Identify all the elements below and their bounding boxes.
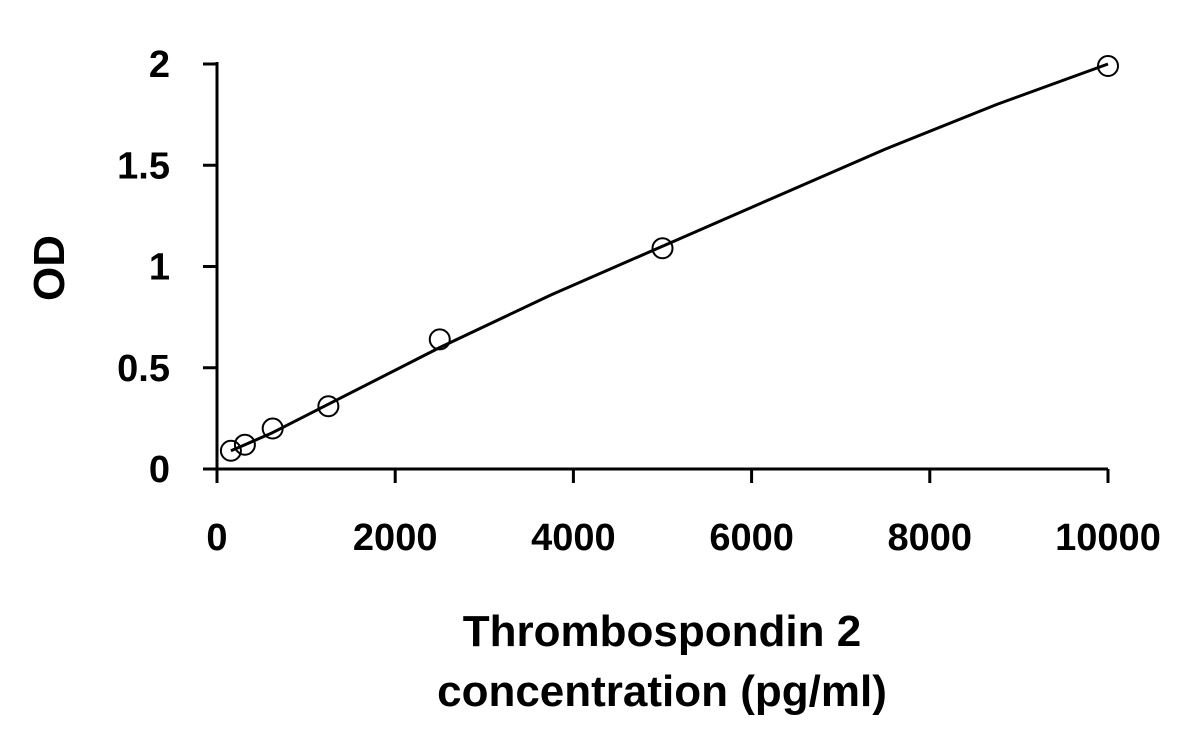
x-tick-label: 8000	[888, 517, 973, 559]
x-tick-label: 10000	[1055, 517, 1161, 559]
y-axis-title: OD	[25, 235, 74, 301]
fit-curve-layer	[230, 62, 1109, 453]
data-point	[651, 237, 674, 260]
data-point	[233, 433, 256, 456]
data-point	[261, 417, 284, 440]
y-tick-label: 0	[149, 449, 170, 491]
fit-curve	[230, 62, 1109, 453]
y-tick-label: 1	[149, 247, 170, 289]
x-axis-title-line-2: concentration (pg/ml)	[437, 667, 887, 716]
data-points-layer	[219, 55, 1119, 462]
x-axis-ticks: 0 2000 4000 6000 8000 10000	[206, 469, 1161, 559]
x-tick-label: 6000	[709, 517, 794, 559]
x-tick-label: 4000	[531, 517, 616, 559]
data-point	[1097, 55, 1119, 78]
x-tick-label: 2000	[353, 517, 438, 559]
x-tick-label: 0	[206, 517, 227, 559]
data-point	[317, 395, 340, 418]
y-axis-ticks: 0 0.5 1 1.5 2	[117, 44, 217, 491]
data-point	[428, 328, 451, 351]
data-point	[219, 439, 242, 462]
y-tick-label: 2	[149, 44, 170, 86]
x-axis-title-line-1: Thrombospondin 2	[463, 607, 861, 656]
y-tick-label: 0.5	[117, 348, 170, 390]
y-tick-label: 1.5	[117, 145, 170, 187]
